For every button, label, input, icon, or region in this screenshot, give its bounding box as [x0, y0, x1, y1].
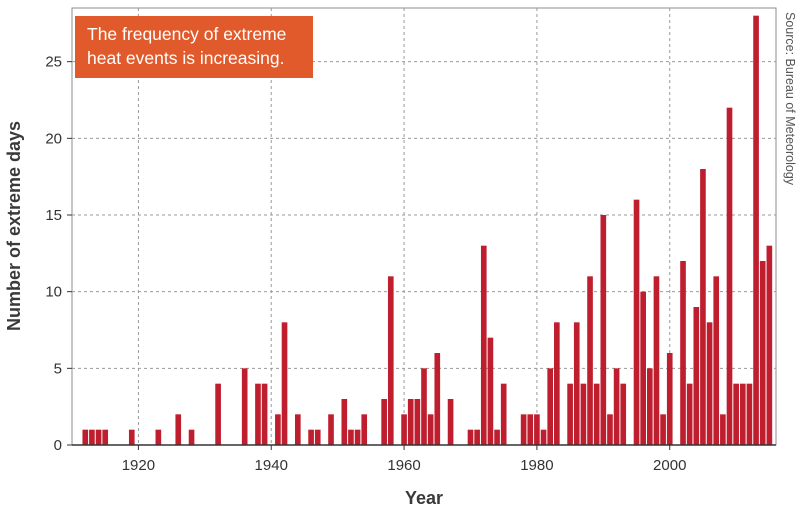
annotation-text: The frequency of extreme heat events is …	[87, 24, 287, 68]
x-tick-label: 2000	[653, 457, 686, 474]
bar	[255, 383, 261, 445]
bar	[567, 383, 573, 445]
bar	[733, 383, 739, 445]
bar	[720, 414, 726, 445]
source-note: Source: Bureau of Meteorology	[783, 12, 797, 186]
bar	[613, 368, 620, 445]
bar	[713, 276, 720, 445]
bar	[487, 337, 494, 445]
bar	[314, 429, 321, 445]
bar	[328, 414, 334, 445]
bar	[447, 399, 454, 445]
bar	[427, 414, 434, 445]
bar	[281, 322, 288, 445]
bar	[600, 215, 607, 445]
bar	[646, 368, 653, 445]
bar	[693, 307, 700, 445]
bar	[128, 429, 135, 445]
bar	[607, 414, 613, 445]
bar	[401, 414, 407, 445]
y-axis-ticks: 0 5 10 15 20 25	[45, 54, 72, 454]
bar	[480, 245, 487, 445]
bar	[660, 414, 666, 445]
bar	[633, 199, 640, 445]
x-axis-ticks: 1920 1940 1960 1980 2000	[122, 445, 686, 474]
bar	[547, 368, 554, 445]
x-tick-label: 1920	[122, 457, 155, 474]
bar	[746, 383, 753, 445]
x-tick-label: 1940	[255, 457, 288, 474]
bar	[680, 261, 686, 445]
x-tick-label: 1960	[387, 457, 420, 474]
bar	[666, 353, 673, 445]
bar	[407, 399, 414, 445]
bar	[753, 15, 759, 445]
bar	[474, 429, 480, 445]
x-axis-title: Year	[405, 488, 443, 508]
bar	[759, 261, 766, 445]
bar	[155, 429, 162, 445]
bar	[102, 429, 109, 445]
gridlines	[72, 8, 776, 445]
bar	[620, 383, 627, 445]
bar	[341, 399, 348, 445]
y-axis-title: Number of extreme days	[4, 121, 24, 331]
bar	[726, 107, 733, 446]
bar	[700, 169, 706, 445]
bar	[175, 414, 182, 445]
y-tick-label: 0	[54, 437, 62, 454]
bar	[500, 383, 507, 445]
bar	[573, 322, 580, 445]
bar	[348, 429, 354, 445]
bar	[554, 322, 560, 445]
bar	[434, 353, 441, 445]
bar	[534, 414, 540, 445]
bar	[95, 429, 102, 445]
bar	[739, 383, 746, 445]
bar	[540, 429, 547, 445]
bar	[766, 245, 773, 445]
bar	[387, 276, 394, 445]
bar	[467, 429, 474, 445]
bar	[82, 429, 89, 445]
bar	[361, 414, 368, 445]
bar	[294, 414, 301, 445]
bar	[215, 383, 221, 445]
bar	[527, 414, 534, 445]
bar	[381, 399, 387, 445]
annotation-callout: The frequency of extreme heat events is …	[75, 16, 313, 78]
y-tick-label: 15	[45, 207, 62, 224]
bar	[653, 276, 660, 445]
y-tick-label: 5	[54, 360, 62, 377]
bar	[414, 399, 421, 445]
bar	[686, 383, 693, 445]
bar	[275, 414, 281, 445]
bar	[421, 368, 427, 445]
bar	[188, 429, 195, 445]
bar	[308, 429, 314, 445]
bar	[593, 383, 600, 445]
bar	[261, 383, 268, 445]
y-tick-label: 20	[45, 130, 62, 147]
y-tick-label: 25	[45, 54, 62, 71]
bar	[706, 322, 713, 445]
bar	[89, 429, 95, 445]
bar	[520, 414, 527, 445]
bar	[241, 368, 248, 445]
y-tick-label: 10	[45, 284, 62, 301]
x-tick-label: 1980	[520, 457, 553, 474]
bar	[494, 429, 500, 445]
bar	[640, 291, 646, 445]
bar	[580, 383, 587, 445]
bar-series	[82, 15, 773, 446]
bar	[587, 276, 593, 445]
bar	[354, 429, 361, 445]
